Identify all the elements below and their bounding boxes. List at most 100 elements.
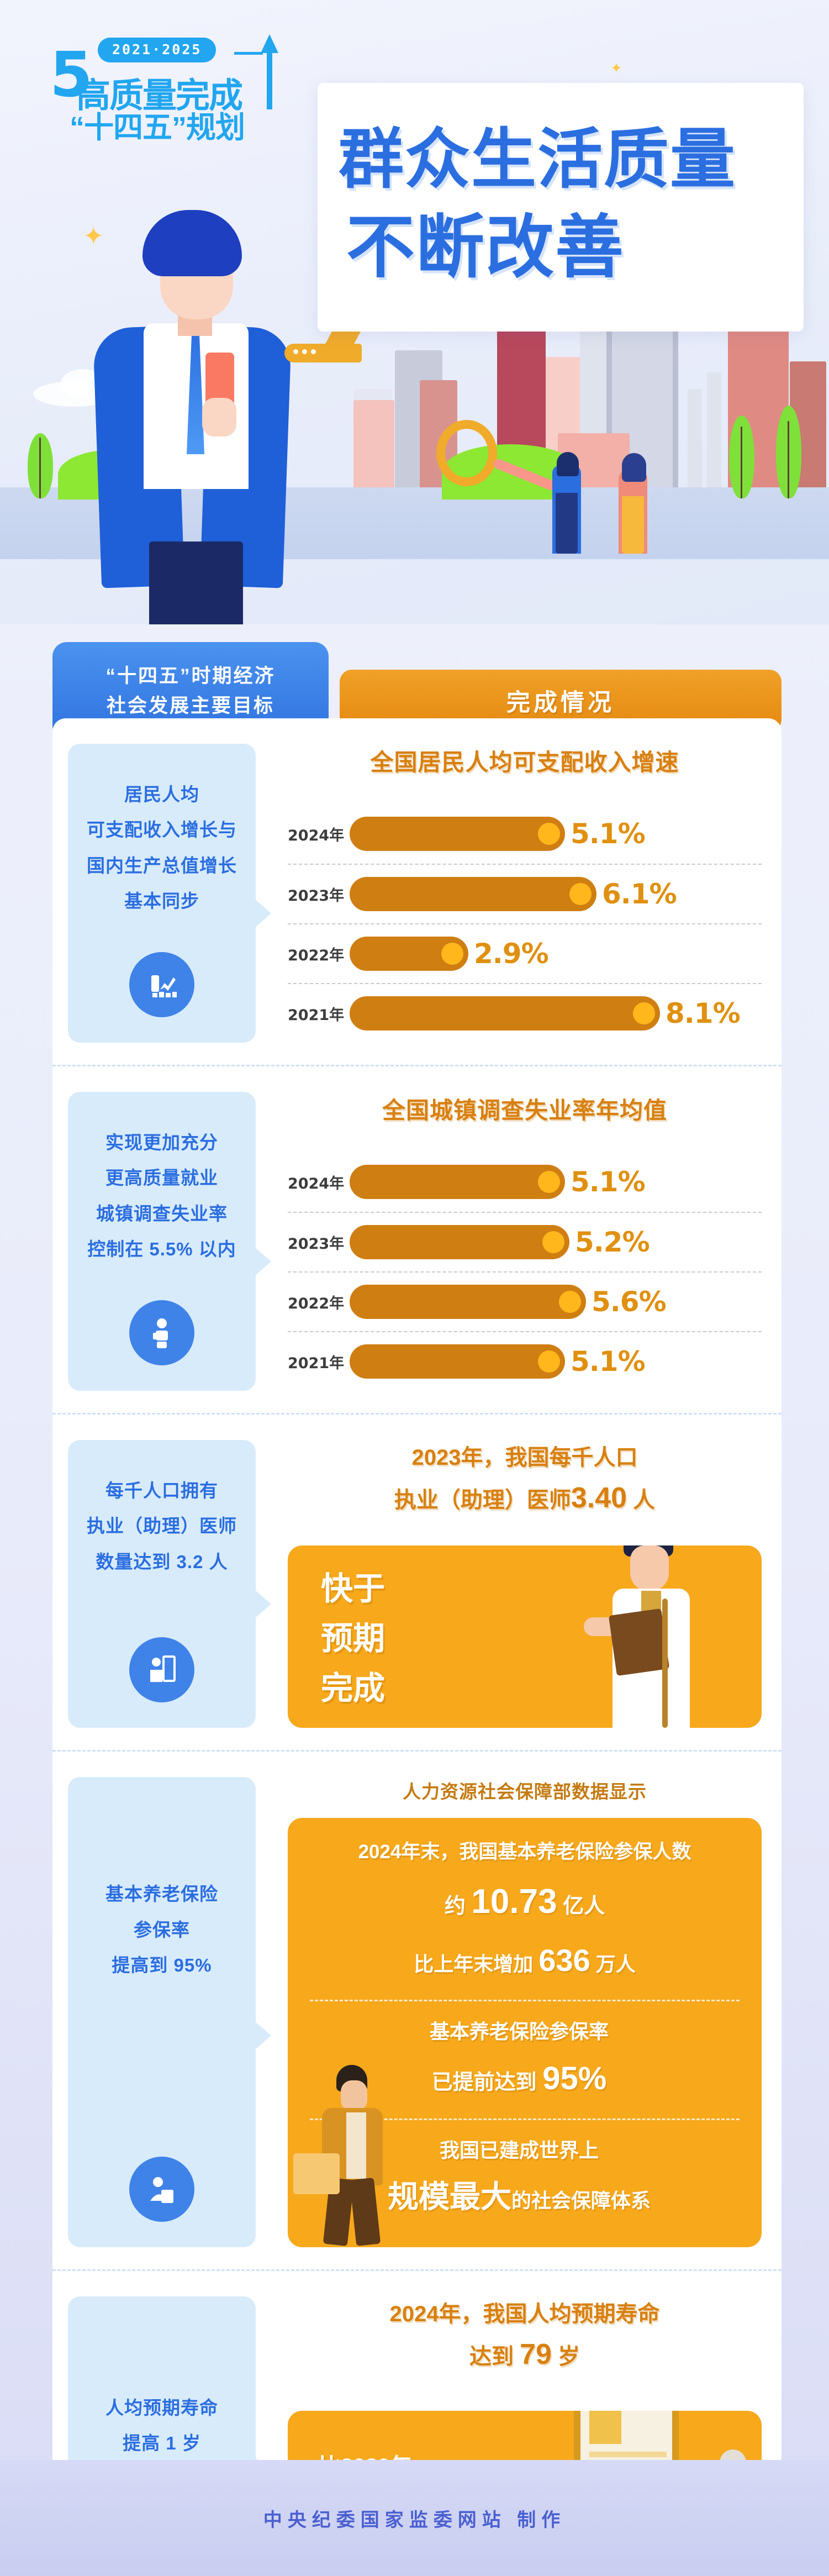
bar-row: 2022年 2.9%	[288, 923, 762, 983]
callout-line-2: 达到 79 岁	[288, 2332, 762, 2378]
callout-area: 人力资源社会保障部数据显示 2024年末，我国基本养老保险参保人数 约 10.7…	[256, 1777, 782, 2247]
bar-knob	[569, 883, 592, 905]
callout-number: 79	[520, 2338, 552, 2370]
goal-card: 每千人口拥有 执业（助理）医师 数量达到 3.2 人	[68, 1440, 271, 1728]
tree-trunk	[741, 427, 742, 498]
pension-line-1: 2024年末，我国基本养老保险参保人数	[358, 1841, 691, 1863]
goal-header-line-1: “十四五”时期经济	[105, 665, 276, 687]
worker-icon	[129, 1300, 194, 1365]
goal-line: 更高质量就业	[105, 1168, 218, 1189]
pension-unit: 万人	[595, 1953, 636, 1976]
person-male-legs	[556, 493, 578, 554]
year-range-badge: 2021·2025	[98, 38, 217, 62]
hair	[142, 210, 242, 276]
pension-text: 比上年末增加	[414, 1953, 534, 1976]
man-leg-right	[349, 2177, 381, 2246]
pension-line-2: 约 10.73 亿人	[304, 1874, 745, 1929]
goal-text: 实现更加充分 更高质量就业 城镇调查失业率 控制在 5.5% 以内	[87, 1125, 236, 1267]
man-face	[341, 2080, 367, 2111]
callout-area: 2023年，我国每千人口 执业（助理）医师3.40 人 快于 预期 完成	[256, 1440, 782, 1728]
chart-title: 全国居民人均可支配收入增速	[370, 749, 679, 775]
goal-line: 基本养老保险	[105, 1884, 218, 1905]
goal-text: 人均预期寿命 提高 1 岁	[105, 2390, 218, 2462]
headline-line-2: 不断改善	[346, 209, 625, 286]
bar-track: 2.9%	[350, 937, 549, 971]
magnifier-icon	[436, 420, 497, 486]
building-shape	[353, 400, 394, 488]
pension-rate-value: 已提前达到 95%	[304, 2053, 734, 2105]
goal-card: 基本养老保险 参保率 提高到 95%	[68, 1777, 271, 2247]
pension-rate-label: 基本养老保险参保率	[429, 2020, 609, 2043]
bar-track: 6.1%	[350, 877, 677, 911]
data-source-subtitle: 人力资源社会保障部数据显示	[403, 1781, 647, 1802]
pension-unit: 亿人	[563, 1895, 605, 1918]
headline-card: 群众生活质量 不断改善	[318, 83, 804, 332]
goal-text: 居民人均 可支配收入增长与 国内生产总值增长 基本同步	[87, 777, 237, 919]
doctor-door-icon	[129, 1637, 194, 1703]
bar-knob	[538, 823, 560, 845]
goal-line: 提高到 95%	[112, 1954, 212, 1975]
bar-value: 5.1%	[571, 818, 646, 850]
callout-number: 3.40	[571, 1482, 627, 1514]
goal-line: 实现更加充分	[105, 1132, 218, 1153]
goal-text: 基本养老保险 参保率 提高到 95%	[105, 1876, 218, 1983]
pension-text: 已提前达到	[431, 2070, 537, 2094]
callout-unit: 岁	[558, 2344, 580, 2369]
bar-knob	[542, 1231, 564, 1253]
bar-fill	[350, 996, 660, 1031]
goal-line: 人均预期寿命	[105, 2397, 218, 2418]
goal-line: 提高 1 岁	[123, 2432, 201, 2453]
bar-track: 5.1%	[350, 1165, 646, 1199]
system-line-1: 我国已建成世界上	[439, 2139, 599, 2162]
goal-card: 实现更加充分 更高质量就业 城镇调查失业率 控制在 5.5% 以内	[68, 1092, 271, 1391]
badge-rule	[234, 52, 263, 55]
badge-line: 快于	[321, 1571, 386, 1607]
divider	[310, 1999, 740, 2001]
headline-line-1: 群众生活质量	[339, 123, 737, 196]
section-unemployment: 实现更加充分 更高质量就业 城镇调查失业率 控制在 5.5% 以内 全国城镇调查…	[52, 1065, 782, 1413]
sparkle-icon: ✦	[610, 60, 622, 76]
bar-track: 5.1%	[350, 1344, 646, 1379]
divider	[310, 2118, 740, 2121]
callout-text: 执业（助理）医师	[394, 1488, 571, 1512]
chart-area: 全国居民人均可支配收入增速 2024年 5.1% 2023年 6.1%	[256, 744, 782, 1043]
callout-title: 2023年，我国每千人口 执业（助理）医师3.40 人	[288, 1440, 762, 1521]
clipboard-icon	[608, 1608, 670, 1676]
bar-year-label: 2022年	[288, 1295, 345, 1312]
content-panel: 居民人均 可支配收入增长与 国内生产总值增长 基本同步 全国居民人均可支配收入增…	[52, 718, 782, 2576]
trousers	[149, 542, 243, 624]
footer-bar: 中央纪委国家监委网站 制作	[0, 2460, 829, 2576]
bar-year-label: 2021年	[288, 1354, 345, 1372]
footer-credit: 中央纪委国家监委网站 制作	[263, 2509, 566, 2531]
callout-line-1: 2024年，我国人均预期寿命	[389, 2301, 660, 2326]
chart-area: 全国城镇调查失业率年均值 2024年 5.1% 2023年 5.2%	[256, 1092, 782, 1391]
logo-line-2: “十四五”规划	[70, 111, 245, 144]
badge-line: 完成	[321, 1670, 386, 1706]
walking-man-illustration	[293, 2064, 415, 2247]
system-text: 的社会保障体系	[511, 2189, 651, 2212]
bar-fill	[350, 1285, 586, 1319]
bar-knob	[538, 1350, 560, 1373]
businessman-illustration	[77, 210, 309, 624]
badge-line: 预期	[321, 1621, 386, 1657]
goal-text: 每千人口拥有 执业（助理）医师 数量达到 3.2 人	[87, 1473, 237, 1580]
bar-row: 2024年 5.1%	[288, 804, 762, 864]
badge-text: 快于 预期 完成	[304, 1564, 745, 1713]
bar-row: 2021年 8.1%	[288, 983, 762, 1043]
bar-fill	[350, 1165, 565, 1199]
bar-row: 2023年 5.2%	[288, 1212, 762, 1271]
bar-row: 2022年 5.6%	[288, 1271, 762, 1331]
bar-year-label: 2024年	[288, 827, 345, 844]
chart-title: 全国城镇调查失业率年均值	[382, 1097, 667, 1123]
section-income: 居民人均 可支配收入增长与 国内生产总值增长 基本同步 全国居民人均可支配收入增…	[52, 718, 782, 1065]
tree-trunk	[788, 421, 789, 498]
bar-fill	[350, 1344, 565, 1379]
hand	[202, 398, 236, 437]
bar-knob	[538, 1171, 560, 1193]
system-line-2: 规模最大的社会保障体系	[304, 2172, 734, 2222]
bar-row: 2021年 5.1%	[288, 1331, 762, 1391]
bar-track: 8.1%	[350, 996, 741, 1031]
result-header-label: 完成情况	[506, 690, 615, 716]
goal-card: 居民人均 可支配收入增长与 国内生产总值增长 基本同步	[68, 744, 271, 1043]
goal-line: 执业（助理）医师	[87, 1516, 237, 1537]
